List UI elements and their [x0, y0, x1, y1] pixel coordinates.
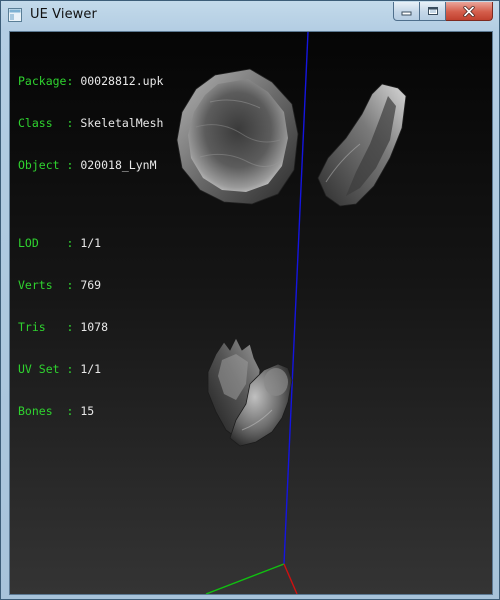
info-spacer [18, 200, 163, 208]
title-bar[interactable]: UE Viewer [1, 1, 500, 31]
bowl-mesh [176, 68, 299, 205]
info-verts: Verts : 769 [18, 278, 102, 292]
maximize-icon [427, 7, 438, 15]
info-object: Object : 020018_LynM [18, 158, 157, 172]
x-axis-line [283, 563, 298, 594]
app-icon [8, 8, 22, 22]
maximize-button[interactable] [420, 2, 446, 21]
close-icon [463, 5, 475, 17]
ear-mesh [317, 83, 407, 207]
info-tris: Tris : 1078 [18, 320, 109, 334]
foot-mesh [207, 337, 293, 447]
z-axis-line [283, 32, 309, 565]
info-bones: Bones : 15 [18, 404, 95, 418]
mesh-info-panel: Package: 00028812.upk Class : SkeletalMe… [18, 46, 163, 446]
mesh-scene [176, 32, 407, 594]
minimize-button[interactable] [393, 2, 420, 21]
3d-viewport[interactable]: Package: 00028812.upk Class : SkeletalMe… [9, 31, 493, 595]
info-package: Package: 00028812.upk [18, 74, 164, 88]
window-title: UE Viewer [30, 7, 97, 22]
minimize-icon [401, 11, 412, 15]
info-uvset: UV Set : 1/1 [18, 362, 102, 376]
close-button[interactable] [446, 2, 493, 21]
info-class: Class : SkeletalMesh [18, 116, 164, 130]
info-lod: LOD : 1/1 [18, 236, 102, 250]
y-axis-line [205, 563, 285, 594]
